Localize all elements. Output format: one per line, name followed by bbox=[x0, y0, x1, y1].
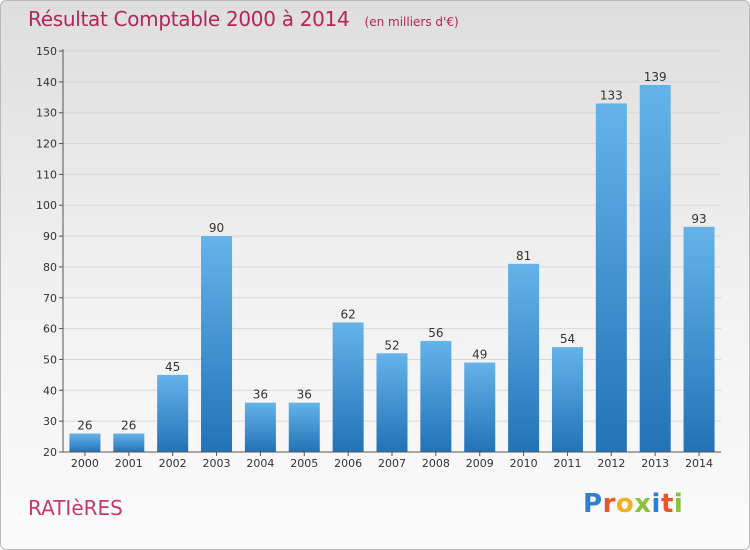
title-text: Résultat Comptable 2000 à 2014 bbox=[28, 7, 350, 31]
x-tick-label: 2008 bbox=[422, 457, 450, 470]
bar-2013 bbox=[639, 84, 671, 452]
x-tick-label: 2006 bbox=[334, 457, 362, 470]
value-label: 26 bbox=[77, 418, 92, 432]
bar-2006 bbox=[332, 322, 364, 452]
x-tick-label: 2007 bbox=[378, 457, 406, 470]
bar-2000 bbox=[69, 433, 101, 452]
value-label: 133 bbox=[600, 88, 623, 102]
value-label: 56 bbox=[428, 326, 443, 340]
y-tick-label: 80 bbox=[43, 261, 57, 274]
bar-2005 bbox=[288, 402, 320, 452]
chart-title: Résultat Comptable 2000 à 2014 (en milli… bbox=[28, 7, 459, 31]
logo-letter: o bbox=[615, 489, 635, 519]
y-tick-label: 70 bbox=[43, 292, 57, 305]
y-tick-label: 90 bbox=[43, 230, 57, 243]
x-tick-label: 2013 bbox=[641, 457, 669, 470]
y-tick-label: 110 bbox=[36, 168, 57, 181]
value-label: 54 bbox=[560, 332, 575, 346]
x-tick-label: 2002 bbox=[159, 457, 187, 470]
x-tick-label: 2009 bbox=[466, 457, 494, 470]
bar-2011 bbox=[551, 347, 583, 452]
logo-letter: P bbox=[583, 489, 603, 519]
title-unit: (en milliers d'€) bbox=[364, 15, 459, 29]
value-label: 49 bbox=[472, 348, 487, 362]
value-label: 90 bbox=[209, 221, 224, 235]
x-tick-label: 2004 bbox=[246, 457, 274, 470]
y-tick-label: 140 bbox=[36, 76, 57, 89]
labels: 20 30 40 50 60 70 80 90 100 110 120 130 140 150 2000 26… bbox=[36, 45, 713, 470]
y-tick-label: 60 bbox=[43, 323, 57, 336]
bars bbox=[69, 84, 715, 452]
bar-2001 bbox=[113, 433, 145, 452]
value-label: 93 bbox=[691, 212, 706, 226]
bar-2014 bbox=[683, 226, 715, 452]
y-tick-label: 30 bbox=[43, 415, 57, 428]
bar-2007 bbox=[376, 353, 408, 452]
value-label: 52 bbox=[384, 338, 399, 352]
x-tick-label: 2014 bbox=[685, 457, 713, 470]
x-tick-label: 2010 bbox=[510, 457, 538, 470]
commune-name: RATIèRES bbox=[28, 496, 123, 520]
x-tick-label: 2005 bbox=[290, 457, 318, 470]
value-label: 36 bbox=[297, 388, 312, 402]
logo-letter: r bbox=[602, 489, 616, 519]
value-label: 45 bbox=[165, 360, 180, 374]
logo-letter: i bbox=[673, 489, 684, 519]
y-tick-label: 50 bbox=[43, 353, 57, 366]
axes bbox=[59, 49, 721, 456]
logo-letter: i bbox=[651, 489, 661, 519]
y-tick-label: 120 bbox=[36, 138, 57, 151]
value-label: 26 bbox=[121, 418, 136, 432]
y-tick-label: 130 bbox=[36, 107, 57, 120]
value-label: 81 bbox=[516, 249, 531, 263]
bar-2003 bbox=[201, 236, 233, 452]
bar-2008 bbox=[420, 340, 452, 452]
y-tick-label: 40 bbox=[43, 384, 57, 397]
bar-2009 bbox=[464, 362, 496, 452]
value-label: 139 bbox=[644, 70, 667, 84]
bar-2012 bbox=[595, 103, 627, 452]
x-tick-label: 2001 bbox=[115, 457, 143, 470]
value-label: 62 bbox=[340, 307, 355, 321]
value-label: 36 bbox=[253, 388, 268, 402]
y-tick-label: 150 bbox=[36, 45, 57, 58]
y-tick-label: 100 bbox=[36, 199, 57, 212]
proxiti-logo: Proxiti bbox=[583, 489, 683, 519]
x-tick-label: 2000 bbox=[71, 457, 99, 470]
x-tick-label: 2003 bbox=[203, 457, 231, 470]
y-tick-label: 20 bbox=[43, 446, 57, 459]
logo-letter: x bbox=[634, 489, 652, 519]
logo-letter: t bbox=[660, 489, 674, 519]
x-tick-label: 2012 bbox=[597, 457, 625, 470]
bar-2004 bbox=[244, 402, 276, 452]
x-tick-label: 2011 bbox=[553, 457, 581, 470]
bar-2010 bbox=[508, 263, 540, 452]
bar-2002 bbox=[157, 374, 189, 452]
